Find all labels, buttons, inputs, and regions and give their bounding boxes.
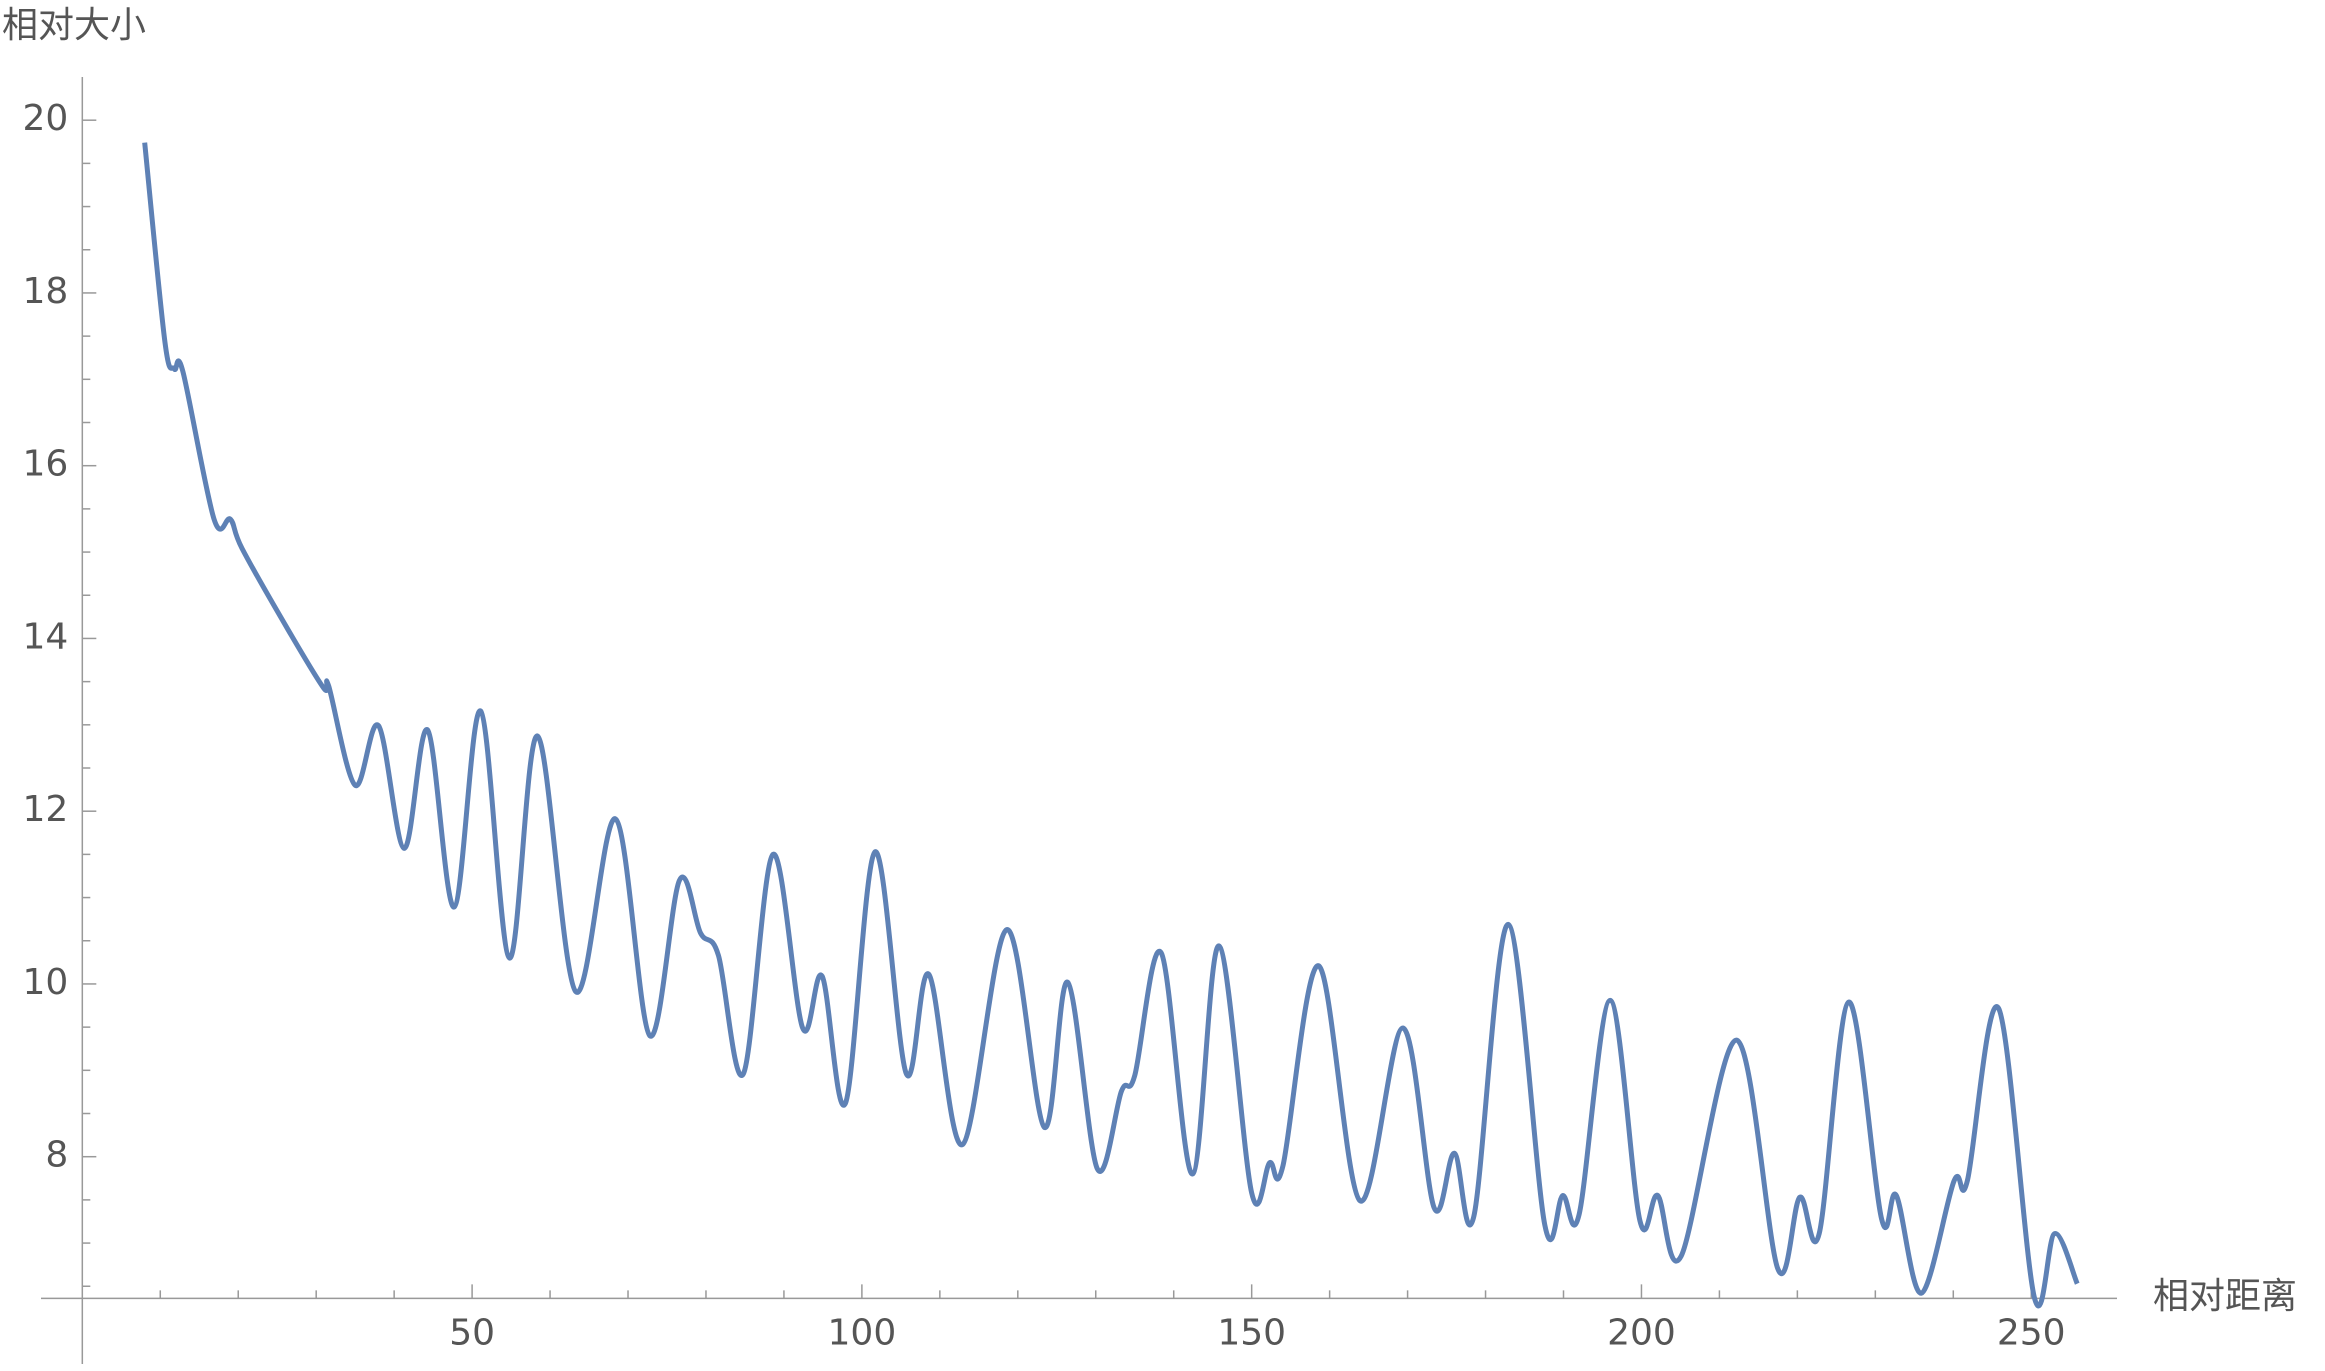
- y-axis-label: 相对大小: [2, 5, 146, 46]
- y-tick-label: 20: [23, 98, 69, 139]
- y-tick-label: 18: [23, 271, 69, 312]
- x-tick-label: 200: [1607, 1312, 1676, 1353]
- x-tick-label: 100: [828, 1312, 897, 1353]
- x-tick-label: 250: [1997, 1312, 2066, 1353]
- y-tick-label: 14: [23, 616, 69, 657]
- x-tick-label: 50: [449, 1312, 495, 1353]
- data-line: [142, 142, 2080, 1309]
- y-tick-label: 10: [23, 962, 69, 1003]
- x-tick-label: 150: [1217, 1312, 1286, 1353]
- y-tick-label: 12: [23, 789, 69, 830]
- y-tick-label: 8: [45, 1135, 68, 1176]
- y-tick-label: 16: [23, 444, 69, 485]
- x-axis-label: 相对距离: [2153, 1276, 2297, 1317]
